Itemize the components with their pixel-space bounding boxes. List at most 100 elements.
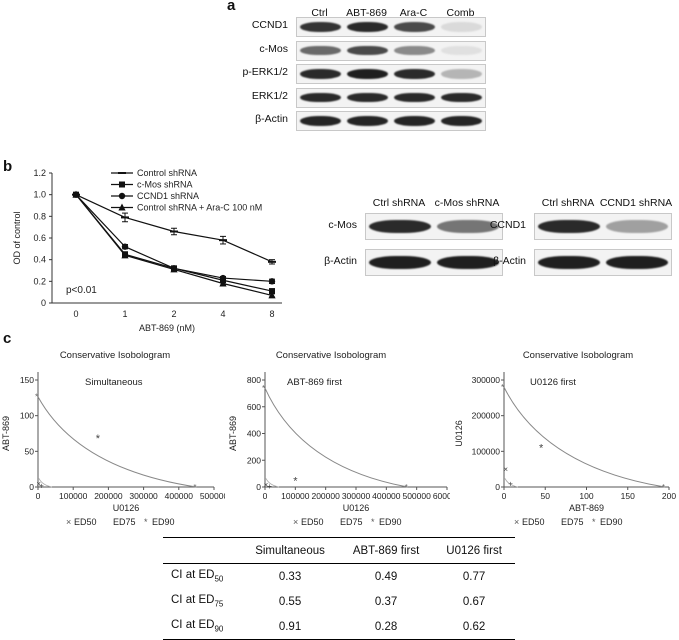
table-cell: 0.49 xyxy=(374,570,398,583)
y-tick-label: 0.8 xyxy=(33,211,46,221)
lane-header: ABT-869 xyxy=(346,7,387,19)
data-point-ed90: * xyxy=(96,433,101,445)
blot-strip xyxy=(534,249,672,276)
table-column-header: U0126 first xyxy=(433,537,515,564)
blot-band xyxy=(347,22,388,32)
blot-band xyxy=(394,22,435,32)
y-tick-label: 150 xyxy=(20,375,34,385)
data-point xyxy=(268,291,276,299)
blot-row-label: β-Actin xyxy=(493,254,526,267)
chart-title: Conservative Isobologram xyxy=(523,350,633,361)
lane-header: CCND1 shRNA xyxy=(599,197,673,209)
x-tick-label: 600000 xyxy=(433,491,450,501)
y-tick-label: 100 xyxy=(20,411,34,421)
blot-band xyxy=(394,45,435,56)
blot-row-label: c-Mos xyxy=(259,42,288,55)
row-label: CI at ED90 xyxy=(163,614,242,640)
x-tick-label: 1 xyxy=(122,309,127,319)
data-point xyxy=(121,243,129,250)
y-tick-label: 0 xyxy=(29,482,34,492)
chart-title: Conservative Isobologram xyxy=(276,350,386,361)
x-tick-label: 0 xyxy=(502,491,507,501)
blot-strip xyxy=(296,87,486,108)
x-axis-label: ABT-869 (nM) xyxy=(139,323,195,333)
table-cell: 0.67 xyxy=(462,595,486,608)
table-column-header: Simultaneous xyxy=(241,537,339,564)
data-point-ed75: + xyxy=(39,482,44,491)
x-tick-label: 150 xyxy=(621,491,635,501)
legend-marker: × xyxy=(293,517,298,525)
x-axis-label: ABT-869 xyxy=(569,503,604,513)
blot-band xyxy=(347,116,388,126)
isobole-line-minor xyxy=(38,478,53,488)
table-cell: 0.37 xyxy=(374,595,398,608)
blot-band xyxy=(538,255,600,270)
blot-row-label: β-Actin xyxy=(324,254,357,267)
data-point-ed90: * xyxy=(539,442,544,454)
x-tick-label: 300000 xyxy=(129,491,158,501)
legend-entry: ED75 xyxy=(340,517,363,525)
blot-strip xyxy=(296,17,486,37)
x-tick-label: 0 xyxy=(73,309,78,319)
data-point xyxy=(118,203,126,211)
isobole-line-minor xyxy=(504,478,519,488)
table-cell: 0.91 xyxy=(241,614,339,640)
x-tick-label: 500000 xyxy=(200,491,225,501)
blot-band xyxy=(347,92,388,103)
isobole-line-minor xyxy=(265,478,280,488)
blot-band xyxy=(441,116,482,126)
y-tick-label: 100000 xyxy=(472,446,501,456)
x-tick-label: 200 xyxy=(662,491,676,501)
legend-entry: ED50 xyxy=(301,517,324,525)
blot-band xyxy=(347,69,388,79)
table-column-header: ABT-869 first xyxy=(338,537,434,564)
data-point-ed75: + xyxy=(508,479,513,488)
blot-row-label: β-Actin xyxy=(255,113,288,125)
isobole-line xyxy=(503,386,665,488)
blot-band xyxy=(437,219,499,234)
blot-band xyxy=(300,92,341,103)
intercept-marker: * xyxy=(405,483,408,492)
isobole-line xyxy=(264,387,408,488)
data-point xyxy=(72,190,80,198)
x-tick-label: 100 xyxy=(579,491,593,501)
blot-band xyxy=(300,45,341,56)
data-point xyxy=(119,181,125,188)
blot-strip xyxy=(365,213,503,240)
y-tick-label: 400 xyxy=(247,429,261,439)
x-axis-label: U0126 xyxy=(113,503,140,513)
p-value-annotation: p<0.01 xyxy=(66,285,97,296)
blot-band xyxy=(441,22,482,32)
y-tick-label: 0 xyxy=(256,482,261,492)
isobologram-simultaneous: Conservative Isobologram Simultaneous 0 50 1… xyxy=(1,350,225,525)
legend-entry: ED90 xyxy=(600,517,623,525)
panel-c-letter: c xyxy=(3,330,12,347)
data-point xyxy=(219,279,227,287)
x-tick-label: 400000 xyxy=(372,491,401,501)
legend-entry: Control shRNA + Ara-C 100 nM xyxy=(137,203,262,213)
blot-band xyxy=(606,219,668,234)
lane-header: Comb xyxy=(446,7,475,19)
blot-row-label: CCND1 xyxy=(489,218,526,231)
data-point xyxy=(269,288,275,295)
blot-band xyxy=(300,69,341,79)
data-point xyxy=(121,251,129,259)
blot-strip xyxy=(296,111,486,131)
blot-band xyxy=(300,116,341,126)
blot-row-label: CCND1 xyxy=(251,19,288,31)
data-point-ed75: + xyxy=(267,482,272,491)
table-cell: 0.62 xyxy=(433,614,515,640)
intercept-marker: * xyxy=(501,383,504,392)
legend-entry: ED50 xyxy=(522,517,545,525)
blot-band xyxy=(394,116,435,126)
blot-band xyxy=(347,45,388,56)
combination-index-table: Simultaneous ABT-869 first U0126 first CI … xyxy=(163,537,515,640)
blot-band xyxy=(300,22,341,32)
intercept-marker: * xyxy=(35,393,38,402)
data-point-ed90: * xyxy=(293,475,298,487)
legend-entry: c-Mos shRNA xyxy=(137,180,193,190)
y-tick-label: 300000 xyxy=(472,375,501,385)
blot-band xyxy=(394,69,435,79)
blot-strip xyxy=(365,249,503,276)
x-tick-label: 100000 xyxy=(59,491,88,501)
